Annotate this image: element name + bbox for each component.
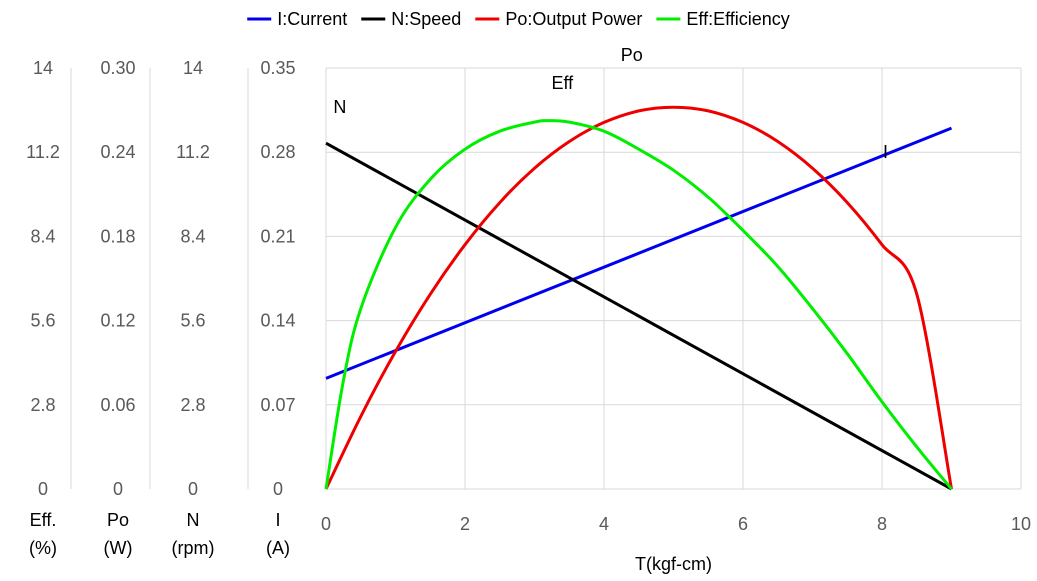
x-axis: T(kgf-cm) 0 2 4 6 8 10 [321,514,1031,574]
legend: I:Current N:Speed Po:Output Power Eff:Effic… [247,9,790,29]
y-tick-label: 0.24 [100,142,135,162]
y-tick-label: 0.12 [100,311,135,331]
x-tick-label: 8 [877,514,887,534]
y-tick-label: 14 [33,58,53,78]
y-tick-label: 0.30 [100,58,135,78]
y-tick-label: 0.21 [260,226,295,246]
y-tick-label: 0.14 [260,311,295,331]
y-tick-label: 0.35 [260,58,295,78]
y-tick-label: 11.2 [176,142,210,162]
curve-labels: N Eff Po I [333,45,888,162]
y-tick-label: 8.4 [30,226,55,246]
series-line-i [325,126,953,380]
x-tick-label: 6 [738,514,748,534]
y-axis-unit: (rpm) [172,538,215,558]
x-tick-label: 2 [460,514,470,534]
y-axis-po: 0 0.06 0.12 0.18 0.24 0.30 Po (W) [100,58,135,558]
x-tick-label: 10 [1011,514,1031,534]
curve-label-eff: Eff [551,73,574,93]
y-axis-label: Eff. [30,510,57,530]
x-tick-label: 4 [599,514,609,534]
grid [325,67,1022,490]
y-axis-eff: 0 2.8 5.6 8.4 11.2 14 Eff. (%) [26,58,60,558]
y-axis-label: N [187,510,200,530]
y-axis-label: Po [107,510,129,530]
x-axis-label: T(kgf-cm) [635,554,712,574]
y-tick-label: 0 [188,479,198,499]
legend-label: N:Speed [391,9,461,29]
y-tick-label: 0.07 [260,395,295,415]
legend-label: I:Current [277,9,347,29]
y-tick-label: 2.8 [30,395,55,415]
legend-label: Po:Output Power [505,9,642,29]
y-tick-label: 0.18 [100,226,135,246]
y-axis-unit: (A) [266,538,290,558]
curve-label-po: Po [621,45,643,65]
y-axis-unit: (W) [104,538,133,558]
curve-label-n: N [333,97,346,117]
y-axes: 0 2.8 5.6 8.4 11.2 14 Eff. (%) 0 0.06 0.12 0.18 0.24… [26,58,295,558]
y-tick-label: 0.28 [260,142,295,162]
series-line-eff [324,119,953,490]
y-axis-i: 0 0.07 0.14 0.21 0.28 0.35 I (A) [260,58,295,558]
y-tick-label: 0 [113,479,123,499]
y-axis-label: I [275,510,280,530]
y-tick-label: 8.4 [180,226,205,246]
y-tick-label: 0.06 [100,395,135,415]
y-axis-unit: (%) [29,538,57,558]
series-line-n [325,141,953,491]
y-tick-label: 0 [38,479,48,499]
series-lines [324,105,953,491]
curve-label-i: I [883,142,888,162]
y-axis-n: 0 2.8 5.6 8.4 11.2 14 N (rpm) [172,58,215,558]
series-line-po [324,105,953,490]
x-tick-label: 0 [321,514,331,534]
y-tick-label: 11.2 [26,142,60,162]
y-tick-label: 14 [183,58,203,78]
legend-label: Eff:Efficiency [686,9,789,29]
y-tick-label: 5.6 [180,311,205,331]
y-tick-label: 0 [273,479,283,499]
y-tick-label: 2.8 [180,395,205,415]
y-tick-label: 5.6 [30,311,55,331]
